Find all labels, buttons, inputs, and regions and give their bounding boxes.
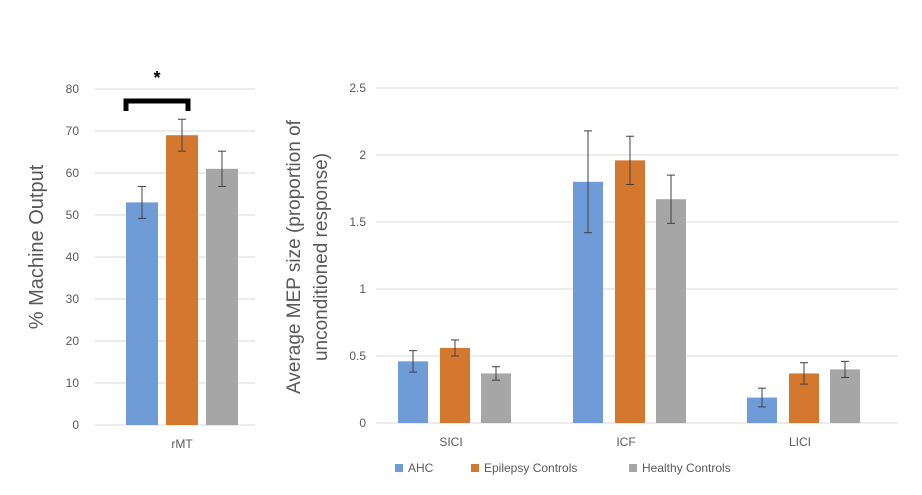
legend-swatch-ahc [395, 464, 403, 472]
left-bar-healthy-controls [206, 168, 238, 426]
left-ytick-label-80: 80 [66, 82, 80, 96]
right-xtick-label-sici: SICI [439, 435, 462, 449]
right-bar-icf-healthy-controls [656, 199, 686, 423]
right-ytick-label-1: 1 [359, 282, 366, 296]
right-xtick-label-lici: LICI [789, 435, 811, 449]
left-ytick-label-70: 70 [66, 124, 80, 138]
right-y-axis-title-line-1: Average MEP size (proportion of [284, 119, 305, 394]
left-ytick-label-40: 40 [66, 250, 80, 264]
left-y-axis-title: % Machine Output [26, 164, 48, 329]
left-ytick-label-20: 20 [66, 334, 80, 348]
left-xtick-label-rmt: rMT [171, 437, 193, 451]
right-xtick-label-icf: ICF [616, 435, 635, 449]
significance-asterisk: * [153, 68, 160, 88]
legend-swatch-epilepsy-controls [471, 464, 479, 472]
left-ytick-label-50: 50 [66, 208, 80, 222]
legend-label-ahc: AHC [408, 461, 434, 475]
legend-swatch-healthy-controls [629, 464, 637, 472]
left-ytick-label-10: 10 [66, 376, 80, 390]
left-ytick-label-0: 0 [72, 418, 79, 432]
right-ytick-label-2: 2 [359, 148, 366, 162]
significance-bracket [123, 98, 191, 111]
right-ytick-label-1-5: 1.5 [349, 215, 366, 229]
legend-label-healthy-controls: Healthy Controls [642, 461, 731, 475]
left-ytick-label-60: 60 [66, 166, 80, 180]
right-ytick-label-2-5: 2.5 [349, 81, 366, 95]
right-bar-lici-healthy-controls [830, 369, 860, 423]
right-ytick-label-0-5: 0.5 [349, 349, 366, 363]
left-bar-ahc [126, 202, 158, 425]
right-bar-icf-epilepsy-controls [615, 160, 645, 424]
legend-label-epilepsy-controls: Epilepsy Controls [484, 461, 577, 475]
right-bar-sici-healthy-controls [481, 373, 511, 423]
right-y-axis-title-line-2: unconditioned response) [311, 153, 332, 361]
left-bar-epilepsy-controls [166, 135, 198, 425]
right-ytick-label-0: 0 [359, 416, 366, 430]
right-bar-sici-epilepsy-controls [440, 347, 470, 423]
right-y-axis-title: Average MEP size (proportion of unconditi… [284, 119, 332, 394]
left-ytick-label-30: 30 [66, 292, 80, 306]
